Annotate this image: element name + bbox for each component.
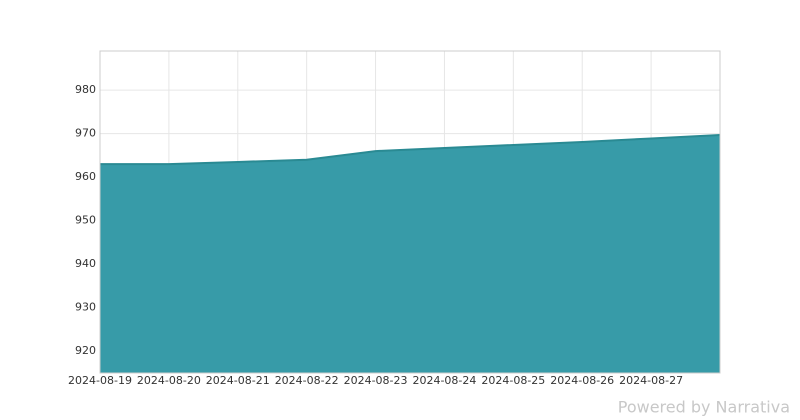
x-tick-label: 2024-08-23 bbox=[344, 374, 408, 387]
x-tick-label: 2024-08-20 bbox=[137, 374, 201, 387]
watermark: Powered by Narrativa bbox=[618, 398, 790, 417]
x-tick-label: 2024-08-21 bbox=[206, 374, 270, 387]
x-tick-label: 2024-08-27 bbox=[619, 374, 683, 387]
area-line bbox=[100, 133, 721, 166]
y-tick-label: 950 bbox=[75, 214, 96, 227]
x-tick-label: 2024-08-24 bbox=[412, 374, 476, 387]
y-tick-label: 930 bbox=[75, 301, 96, 314]
y-tick-label: 980 bbox=[75, 83, 96, 96]
x-tick-label: 2024-08-25 bbox=[481, 374, 545, 387]
x-tick-label: 2024-08-19 bbox=[68, 374, 132, 387]
plot-frame bbox=[99, 50, 721, 374]
y-tick-label: 940 bbox=[75, 257, 96, 270]
y-tick-label: 960 bbox=[75, 170, 96, 183]
y-tick-label: 920 bbox=[75, 344, 96, 357]
y-tick-label: 970 bbox=[75, 127, 96, 140]
area bbox=[100, 134, 720, 373]
x-tick-label: 2024-08-22 bbox=[275, 374, 339, 387]
x-tick-label: 2024-08-26 bbox=[550, 374, 614, 387]
